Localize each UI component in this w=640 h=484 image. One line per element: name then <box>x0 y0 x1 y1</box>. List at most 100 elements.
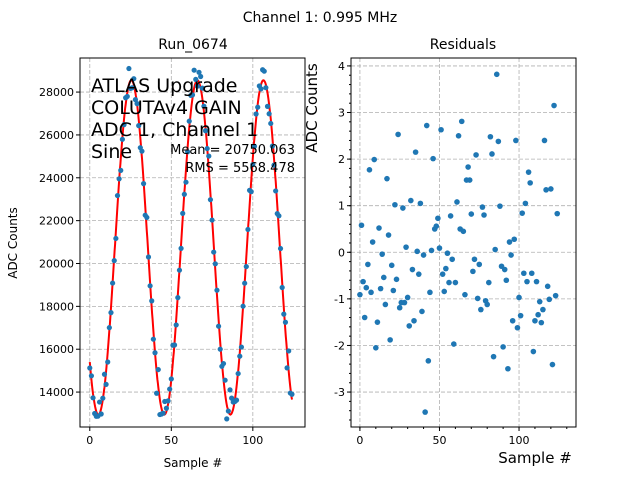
residual-point <box>371 156 378 163</box>
data-point <box>222 377 228 383</box>
x-tick-label: 50 <box>164 434 178 447</box>
data-point <box>199 85 205 91</box>
residual-point <box>392 201 398 208</box>
data-point <box>227 387 233 393</box>
residual-point <box>411 317 417 324</box>
data-point <box>225 408 231 414</box>
residual-point <box>471 256 478 263</box>
data-point <box>147 283 153 289</box>
residual-point <box>396 304 403 311</box>
residual-point <box>387 337 393 343</box>
residual-point <box>423 122 430 129</box>
residual-point <box>524 278 530 285</box>
residual-point <box>508 252 514 258</box>
data-point <box>253 111 259 117</box>
residual-point <box>551 102 557 109</box>
data-point <box>248 189 254 195</box>
left-ylabel: ADC Counts <box>6 207 20 279</box>
residual-point <box>554 210 561 217</box>
residual-point <box>452 279 459 286</box>
data-point <box>281 311 287 317</box>
data-point <box>263 85 269 91</box>
y-tick-label: -1 <box>334 293 345 306</box>
residual-point <box>492 246 498 253</box>
data-point <box>258 86 264 92</box>
left-axes: Run_0674 Sample # ADC Counts 0 50 100 14000… <box>6 37 306 470</box>
data-point <box>269 143 275 149</box>
residual-point <box>552 292 559 299</box>
annotation-line: ADC 1, Channel 1 <box>91 119 258 141</box>
y-tick-label: 3 <box>338 107 345 120</box>
axes-frame <box>350 57 577 428</box>
residual-point <box>460 228 467 235</box>
residual-point <box>361 314 368 321</box>
residual-point <box>417 200 424 207</box>
residual-point <box>495 138 502 145</box>
data-point <box>264 103 271 109</box>
data-point <box>160 410 166 416</box>
data-point <box>88 373 95 379</box>
data-point <box>191 67 197 73</box>
residual-point <box>388 262 395 269</box>
residual-point <box>450 341 457 347</box>
right-ylabel: ADC Counts <box>303 63 321 153</box>
residual-point <box>544 283 551 290</box>
figure-title: Channel 1: 0.995 MHz <box>243 10 398 26</box>
rms-label: RMS = 5568.478 <box>185 161 295 176</box>
residual-point <box>433 223 440 229</box>
right-axes: Residuals Sample # ADC Counts 0 50 100 -3 -2… <box>303 37 577 467</box>
y-tick-label: 14000 <box>39 386 74 399</box>
residual-point <box>538 319 545 326</box>
left-axes-title: Run_0674 <box>158 37 228 53</box>
residual-point <box>530 348 537 355</box>
residual-point <box>509 317 516 324</box>
residual-point <box>415 271 422 277</box>
data-point <box>211 249 217 255</box>
data-point <box>229 395 235 401</box>
data-point <box>183 179 189 185</box>
data-point <box>124 93 130 100</box>
data-point <box>289 391 295 397</box>
y-tick-label: 16000 <box>39 343 74 356</box>
residual-point <box>393 276 400 283</box>
y-tick-label: 22000 <box>39 215 74 228</box>
y-tick-label: 20000 <box>39 258 74 271</box>
residual-point <box>522 200 529 207</box>
data-point <box>178 245 184 251</box>
data-point <box>217 346 223 352</box>
residual-point <box>385 232 392 238</box>
residual-point <box>395 131 401 138</box>
residual-point <box>519 210 526 216</box>
residual-point <box>380 274 387 281</box>
residual-point <box>427 289 433 296</box>
data-point <box>154 390 160 396</box>
data-point <box>233 397 240 403</box>
y-tick-label: 1 <box>338 200 345 213</box>
data-point <box>276 213 282 219</box>
residual-point <box>497 203 503 209</box>
residual-point <box>487 133 494 140</box>
residual-point <box>533 278 540 285</box>
data-point <box>284 365 290 371</box>
data-point <box>245 226 251 233</box>
residual-point <box>500 344 506 350</box>
residual-point <box>458 118 465 125</box>
x-tick-label: 50 <box>432 434 446 447</box>
data-point <box>96 399 103 405</box>
residual-point <box>369 239 376 245</box>
residual-point <box>462 291 468 298</box>
residual-point <box>506 239 513 245</box>
residual-point <box>373 344 379 351</box>
data-point <box>111 258 117 264</box>
data-point <box>273 188 279 194</box>
data-point <box>114 192 121 199</box>
data-point <box>207 197 214 203</box>
residual-point <box>465 164 471 170</box>
residual-point <box>536 298 543 305</box>
residual-point <box>540 306 546 313</box>
residual-point <box>363 284 370 291</box>
data-point <box>132 97 139 103</box>
data-point <box>201 103 207 109</box>
residual-point <box>376 225 382 231</box>
data-point <box>255 104 261 110</box>
